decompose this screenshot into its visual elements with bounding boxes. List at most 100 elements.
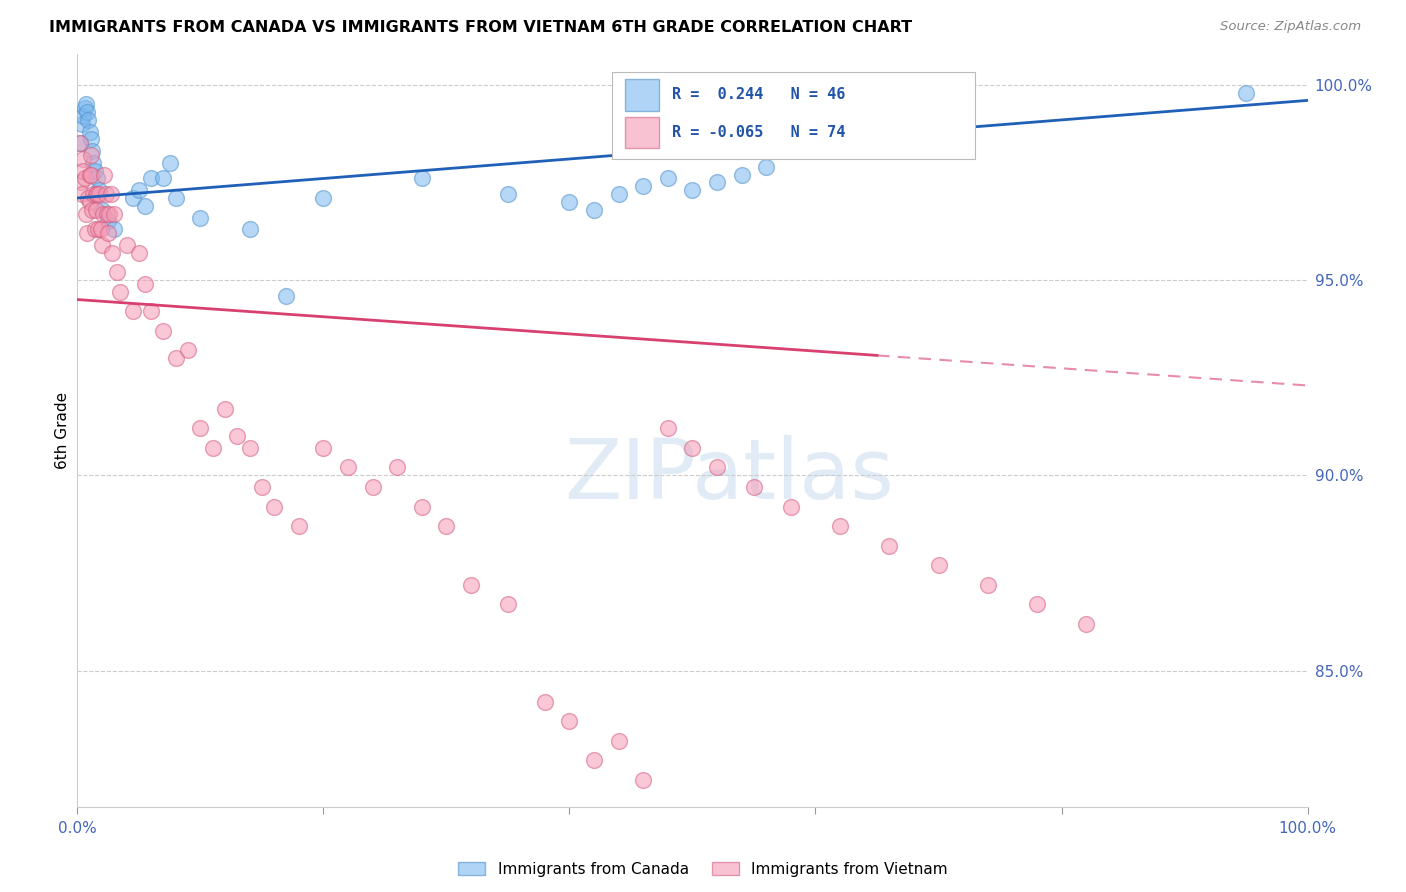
- Point: [387, 460, 409, 475]
- Point: [742, 480, 765, 494]
- Point: [79, 125, 101, 139]
- Point: [928, 94, 950, 108]
- Point: [84, 202, 107, 217]
- Point: [633, 179, 655, 194]
- Y-axis label: 6th Grade: 6th Grade: [55, 392, 70, 469]
- Point: [682, 441, 704, 455]
- Point: [70, 117, 93, 131]
- Point: [97, 226, 120, 240]
- Point: [706, 175, 728, 189]
- Point: [72, 163, 94, 178]
- Legend: Immigrants from Canada, Immigrants from Vietnam: Immigrants from Canada, Immigrants from …: [450, 854, 956, 884]
- Point: [866, 109, 889, 123]
- Point: [755, 160, 778, 174]
- Point: [103, 207, 125, 221]
- Point: [312, 191, 335, 205]
- Point: [558, 194, 581, 209]
- Point: [83, 222, 105, 236]
- Point: [134, 199, 156, 213]
- Point: [79, 194, 101, 209]
- Point: [607, 734, 630, 748]
- Point: [121, 304, 143, 318]
- Point: [98, 207, 121, 221]
- Point: [70, 187, 93, 202]
- Point: [657, 421, 679, 435]
- Point: [89, 183, 111, 197]
- Text: ZIPatlas: ZIPatlas: [564, 435, 894, 516]
- Point: [115, 238, 138, 252]
- Point: [657, 171, 679, 186]
- Point: [460, 577, 482, 591]
- Point: [496, 187, 519, 202]
- Text: R = -0.065   N = 74: R = -0.065 N = 74: [672, 125, 845, 140]
- Point: [288, 519, 311, 533]
- Point: [141, 304, 163, 318]
- Point: [79, 168, 101, 182]
- Point: [86, 187, 108, 202]
- Point: [312, 441, 335, 455]
- Point: [77, 112, 100, 127]
- Point: [558, 714, 581, 729]
- Point: [89, 187, 111, 202]
- Point: [90, 202, 114, 217]
- Point: [80, 148, 103, 162]
- Point: [69, 136, 91, 151]
- Point: [583, 753, 606, 767]
- Point: [731, 168, 754, 182]
- Point: [90, 222, 112, 236]
- Text: R =  0.244   N = 46: R = 0.244 N = 46: [672, 87, 845, 103]
- Point: [105, 265, 128, 279]
- Point: [633, 772, 655, 787]
- FancyBboxPatch shape: [624, 117, 659, 148]
- Point: [879, 539, 901, 553]
- Point: [69, 136, 91, 151]
- Point: [76, 226, 98, 240]
- Point: [190, 421, 212, 435]
- Point: [73, 101, 96, 115]
- Point: [1234, 86, 1257, 100]
- Point: [830, 117, 852, 131]
- Point: [830, 519, 852, 533]
- Point: [82, 202, 104, 217]
- Point: [76, 105, 98, 120]
- Point: [496, 597, 519, 611]
- Text: Source: ZipAtlas.com: Source: ZipAtlas.com: [1220, 20, 1361, 33]
- Point: [928, 558, 950, 573]
- Point: [682, 183, 704, 197]
- Point: [177, 343, 200, 358]
- Point: [97, 214, 120, 228]
- Point: [86, 171, 108, 186]
- Point: [239, 222, 262, 236]
- Point: [706, 460, 728, 475]
- Point: [128, 183, 150, 197]
- Point: [96, 207, 118, 221]
- Point: [73, 171, 96, 186]
- Point: [82, 156, 104, 170]
- FancyBboxPatch shape: [624, 79, 659, 111]
- Point: [152, 324, 174, 338]
- Point: [121, 191, 143, 205]
- Point: [103, 222, 125, 236]
- Point: [159, 156, 181, 170]
- Point: [263, 500, 285, 514]
- Point: [134, 277, 156, 291]
- Point: [903, 101, 925, 115]
- Point: [226, 429, 249, 443]
- Point: [70, 175, 93, 189]
- Point: [83, 163, 105, 178]
- Point: [93, 168, 115, 182]
- Point: [239, 441, 262, 455]
- Point: [337, 460, 360, 475]
- Point: [101, 245, 124, 260]
- Point: [165, 351, 187, 366]
- Point: [80, 168, 103, 182]
- Point: [75, 207, 97, 221]
- Point: [77, 191, 100, 205]
- Point: [80, 132, 103, 146]
- Point: [250, 480, 273, 494]
- Point: [75, 97, 97, 112]
- Point: [1076, 616, 1098, 631]
- Point: [72, 152, 94, 166]
- Point: [128, 245, 150, 260]
- Point: [152, 171, 174, 186]
